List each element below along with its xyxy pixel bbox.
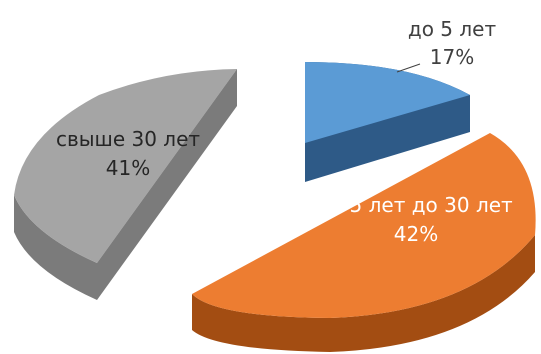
slice-group-5-to-30 — [192, 133, 536, 352]
label-over-30: свыше 30 лет — [56, 127, 200, 151]
slice-group-over-30 — [14, 69, 237, 300]
value-5-to-30: 42% — [394, 222, 438, 246]
slice-edge-over-30 — [97, 69, 237, 300]
value-up-to-5: 17% — [430, 45, 474, 69]
slice-top-up-to-5 — [305, 62, 470, 143]
slice-top-5-to-30 — [192, 133, 536, 318]
leader-line-up-to-5 — [396, 63, 421, 73]
slice-side-over-30 — [14, 195, 97, 300]
slice-group-up-to-5 — [305, 62, 470, 182]
value-over-30: 41% — [106, 156, 150, 180]
slice-top-over-30 — [14, 69, 237, 263]
slice-side-5-to-30 — [192, 235, 535, 352]
label-5-to-30: от 5 лет до 30 лет — [319, 193, 513, 217]
label-up-to-5: до 5 лет — [408, 17, 497, 41]
